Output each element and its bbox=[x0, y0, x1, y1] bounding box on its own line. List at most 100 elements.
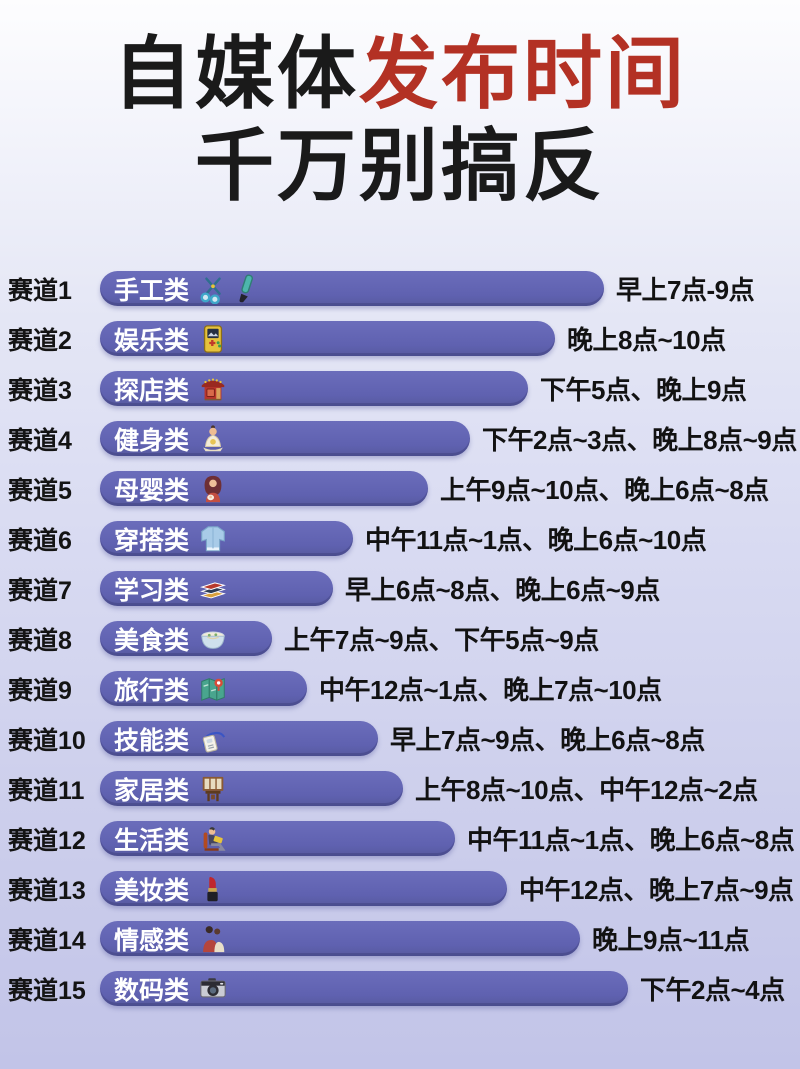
category-label: 情感类 bbox=[114, 926, 190, 955]
posting-time-label: 下午2点~3点、晚上8点~9点 bbox=[482, 425, 797, 455]
category-bar: 手工类 bbox=[100, 271, 604, 306]
track-label: 赛道10 bbox=[8, 726, 86, 755]
furniture-icon bbox=[202, 776, 224, 801]
track-label: 赛道15 bbox=[8, 976, 86, 1005]
category-label: 探店类 bbox=[114, 376, 190, 405]
category-label: 母婴类 bbox=[114, 476, 190, 505]
category-icon-group bbox=[198, 524, 228, 554]
category-bar: 美妆类 bbox=[100, 871, 507, 906]
track-label: 赛道11 bbox=[8, 776, 85, 805]
category-bar: 探店类 bbox=[100, 371, 528, 406]
category-label: 健身类 bbox=[114, 426, 190, 455]
posting-time-label: 早上6点~8点、晚上6点~9点 bbox=[345, 575, 660, 605]
track-row: 赛道5 母婴类 上午9点~10点、晚上6点~8点 bbox=[0, 471, 800, 506]
category-icon-group bbox=[198, 324, 228, 354]
category-label: 美食类 bbox=[114, 626, 190, 655]
posting-time-label: 晚上8点~10点 bbox=[567, 325, 726, 355]
category-label: 美妆类 bbox=[114, 876, 190, 905]
title-line1-black: 自媒体 bbox=[113, 29, 359, 118]
track-row: 赛道15 数码类 下午2点~4点 bbox=[0, 971, 800, 1006]
category-icon-group bbox=[198, 974, 228, 1004]
track-row: 赛道7 学习类 早上6点~8点、晚上6点~9点 bbox=[0, 571, 800, 606]
category-label: 旅行类 bbox=[114, 676, 190, 705]
books-icon bbox=[200, 581, 226, 598]
posting-time-label: 中午11点~1点、晚上6点~10点 bbox=[365, 525, 707, 555]
track-label: 赛道9 bbox=[8, 676, 72, 705]
track-row: 赛道11 家居类 上午8点~10点、中午12点~2点 bbox=[0, 771, 800, 806]
camera-icon bbox=[200, 977, 226, 998]
category-bar: 家居类 bbox=[100, 771, 403, 806]
posting-time-label: 晚上9点~11点 bbox=[592, 925, 750, 955]
track-label: 赛道13 bbox=[8, 876, 86, 905]
track-label: 赛道8 bbox=[8, 626, 72, 655]
paintbrush-icon bbox=[239, 274, 254, 302]
track-label: 赛道7 bbox=[8, 576, 72, 605]
category-label: 手工类 bbox=[114, 276, 190, 305]
track-row: 赛道13 美妆类 中午12点、晚上7点~9点 bbox=[0, 871, 800, 906]
track-label: 赛道1 bbox=[8, 276, 72, 305]
category-bar: 娱乐类 bbox=[100, 321, 555, 356]
couple-icon bbox=[203, 925, 225, 952]
category-icon-group bbox=[198, 724, 228, 754]
track-label: 赛道4 bbox=[8, 426, 72, 455]
title-line1: 自媒体发布时间 bbox=[0, 28, 800, 120]
page-title: 自媒体发布时间 千万别搞反 bbox=[0, 28, 800, 213]
track-row: 赛道3 探店类 下午5点、晚上9点 bbox=[0, 371, 800, 406]
posting-time-label: 下午5点、晚上9点 bbox=[540, 375, 747, 405]
track-row: 赛道6 穿搭类 中午11点~1点、晚上6点~10点 bbox=[0, 521, 800, 556]
title-line1-red: 发布时间 bbox=[359, 29, 687, 118]
category-label: 学习类 bbox=[114, 576, 190, 605]
category-icon-group bbox=[198, 624, 228, 654]
posting-time-label: 早上7点-9点 bbox=[616, 275, 755, 305]
category-bar: 健身类 bbox=[100, 421, 470, 456]
category-icon-group bbox=[198, 874, 228, 904]
track-row: 赛道10 技能类 早上7点~9点、晚上6点~8点 bbox=[0, 721, 800, 756]
category-bar: 生活类 bbox=[100, 821, 455, 856]
tracks-list: 赛道1 手工类 早上7点-9点 赛道2 娱乐类 晚上8点~10点 赛道3 探店类… bbox=[0, 271, 800, 1021]
track-label: 赛道5 bbox=[8, 476, 72, 505]
category-icon-group bbox=[198, 374, 228, 404]
category-icon-group bbox=[198, 774, 228, 804]
category-icon-group bbox=[198, 424, 228, 454]
category-label: 娱乐类 bbox=[114, 326, 190, 355]
title-line2: 千万别搞反 bbox=[195, 121, 605, 211]
posting-time-label: 上午8点~10点、中午12点~2点 bbox=[415, 775, 758, 805]
category-label: 数码类 bbox=[114, 976, 190, 1005]
posting-time-label: 早上7点~9点、晚上6点~8点 bbox=[390, 725, 705, 755]
track-label: 赛道12 bbox=[8, 826, 86, 855]
category-bar: 旅行类 bbox=[100, 671, 307, 706]
category-bar: 穿搭类 bbox=[100, 521, 353, 556]
map-icon bbox=[201, 677, 225, 701]
category-icon-group bbox=[198, 924, 228, 954]
track-row: 赛道14 情感类 晚上9点~11点 bbox=[0, 921, 800, 956]
category-label: 技能类 bbox=[114, 726, 190, 755]
meditation-icon bbox=[203, 424, 223, 451]
track-label: 赛道3 bbox=[8, 376, 72, 405]
category-icon-group bbox=[198, 274, 260, 304]
category-icon-group bbox=[198, 674, 228, 704]
category-label: 生活类 bbox=[114, 826, 190, 855]
category-bar: 数码类 bbox=[100, 971, 628, 1006]
mother-baby-icon bbox=[204, 475, 222, 502]
category-icon-group bbox=[198, 474, 228, 504]
posting-time-label: 上午9点~10点、晚上6点~8点 bbox=[440, 475, 769, 505]
track-row: 赛道8 美食类 上午7点~9点、下午5点~9点 bbox=[0, 621, 800, 656]
track-label: 赛道2 bbox=[8, 326, 72, 355]
person-reading-icon bbox=[203, 826, 226, 851]
jacket-icon bbox=[201, 525, 225, 551]
track-label: 赛道14 bbox=[8, 926, 86, 955]
category-bar: 美食类 bbox=[100, 621, 272, 656]
category-icon-group bbox=[198, 574, 228, 604]
track-row: 赛道12 生活类 中午11点~1点、晚上6点~8点 bbox=[0, 821, 800, 856]
track-label: 赛道6 bbox=[8, 526, 72, 555]
category-bar: 技能类 bbox=[100, 721, 378, 756]
category-label: 家居类 bbox=[114, 776, 190, 805]
track-row: 赛道2 娱乐类 晚上8点~10点 bbox=[0, 321, 800, 356]
track-row: 赛道9 旅行类 中午12点~1点、晚上7点~10点 bbox=[0, 671, 800, 706]
category-icon-group bbox=[198, 824, 228, 854]
category-bar: 母婴类 bbox=[100, 471, 428, 506]
posting-time-label: 下午2点~4点 bbox=[640, 975, 785, 1005]
scissors-icon bbox=[200, 276, 221, 304]
food-bowl-icon bbox=[201, 631, 225, 649]
